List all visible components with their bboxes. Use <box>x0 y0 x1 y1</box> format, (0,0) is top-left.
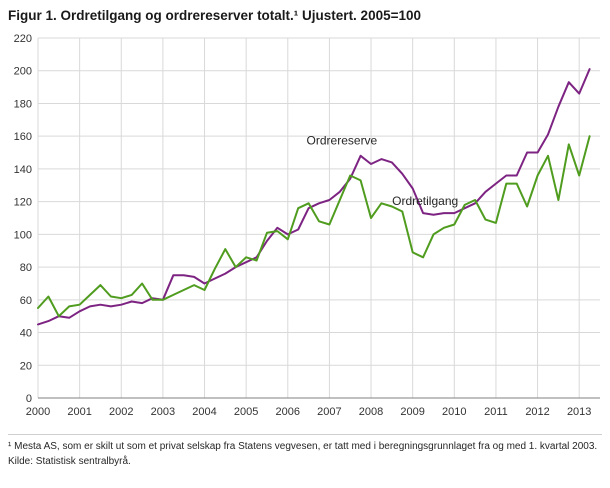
x-tick-label: 2011 <box>484 406 508 418</box>
figure-title: Figur 1. Ordretilgang og ordrereserver t… <box>8 8 422 23</box>
series-label-ordrereserve: Ordrereserve <box>307 134 378 148</box>
source-line: Kilde: Statistisk sentralbyrå. <box>8 456 131 468</box>
series-line-ordretilgang <box>37 135 591 318</box>
x-tick-label: 2000 <box>26 406 50 418</box>
y-tick-label: 60 <box>20 295 32 307</box>
x-tick-label: 2012 <box>525 406 549 418</box>
series-label-ordretilgang: Ordretilgang <box>392 194 458 208</box>
x-tick-label: 2008 <box>359 406 383 418</box>
x-tick-label: 2004 <box>192 406 216 418</box>
footnote-1: ¹ Mesta AS, som er skilt ut som et priva… <box>8 441 598 453</box>
y-tick-label: 180 <box>14 99 32 111</box>
series-line-ordrereserve <box>37 68 591 326</box>
y-tick-label: 20 <box>20 360 32 372</box>
y-tick-label: 160 <box>14 131 32 143</box>
x-tick-label: 2001 <box>67 406 91 418</box>
x-tick-label: 2009 <box>400 406 424 418</box>
x-tick-label: 2006 <box>276 406 300 418</box>
y-tick-label: 0 <box>26 393 32 405</box>
y-tick-label: 100 <box>14 230 32 242</box>
x-tick-label: 2010 <box>442 406 466 418</box>
x-tick-label: 2013 <box>567 406 591 418</box>
y-tick-label: 220 <box>14 33 32 45</box>
y-tick-label: 120 <box>14 197 32 209</box>
footnotes: ¹ Mesta AS, som er skilt ut som et priva… <box>8 434 602 468</box>
x-tick-label: 2002 <box>109 406 133 418</box>
x-tick-label: 2003 <box>151 406 175 418</box>
line-chart: 0 20 40 60 80 100 120 140 160 180 200 220 2000 2001 20… <box>0 28 610 420</box>
x-tick-label: 2005 <box>234 406 258 418</box>
y-tick-label: 200 <box>14 66 32 78</box>
chart-svg: 0 20 40 60 80 100 120 140 160 180 200 220 2000 2001 20… <box>14 33 600 418</box>
x-tick-label: 2007 <box>317 406 341 418</box>
y-tick-label: 80 <box>20 262 32 274</box>
y-tick-label: 40 <box>20 328 32 340</box>
y-tick-label: 140 <box>14 164 32 176</box>
